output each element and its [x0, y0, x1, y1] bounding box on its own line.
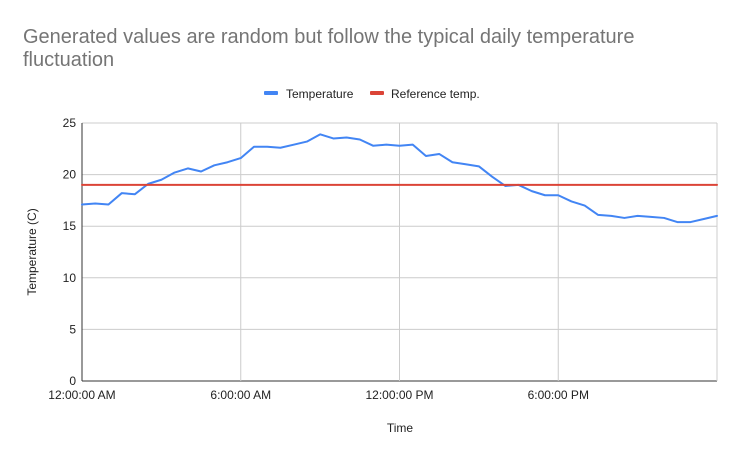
y-tick-label: 20: [63, 168, 77, 182]
y-tick-label: 0: [69, 374, 76, 388]
series-layer: [81, 133, 718, 224]
legend-swatch-reference: [370, 91, 384, 95]
x-tick-label: 12:00:00 AM: [48, 388, 115, 402]
y-axis-title: Temperature (C): [25, 208, 39, 295]
y-tick-label: 5: [69, 322, 76, 336]
y-axis-ticks: 0 5 10 15 20 25: [63, 116, 77, 388]
y-tick-label: 25: [63, 116, 77, 130]
x-axis-title: Time: [387, 421, 414, 435]
x-axis-ticks: 12:00:00 AM 6:00:00 AM 12:00:00 PM 6:00:00 …: [48, 388, 589, 402]
series-line-temperature: [81, 133, 718, 224]
chart-title-line-1: Generated values are random but follow t…: [23, 26, 634, 48]
chart-title: Generated values are random but follow t…: [23, 26, 634, 71]
x-tick-label: 6:00:00 PM: [528, 388, 589, 402]
chart-title-line-2: fluctuation: [23, 49, 114, 71]
legend-label-temperature: Temperature: [286, 87, 354, 101]
y-tick-label: 10: [63, 271, 77, 285]
legend-label-reference: Reference temp.: [391, 87, 480, 101]
legend-swatch-temperature: [264, 91, 278, 95]
vertical-gridlines: [81, 123, 718, 381]
legend: Temperature Reference temp.: [264, 87, 480, 101]
x-tick-label: 12:00:00 PM: [365, 388, 433, 402]
x-tick-label: 6:00:00 AM: [210, 388, 271, 402]
y-tick-label: 15: [63, 219, 77, 233]
